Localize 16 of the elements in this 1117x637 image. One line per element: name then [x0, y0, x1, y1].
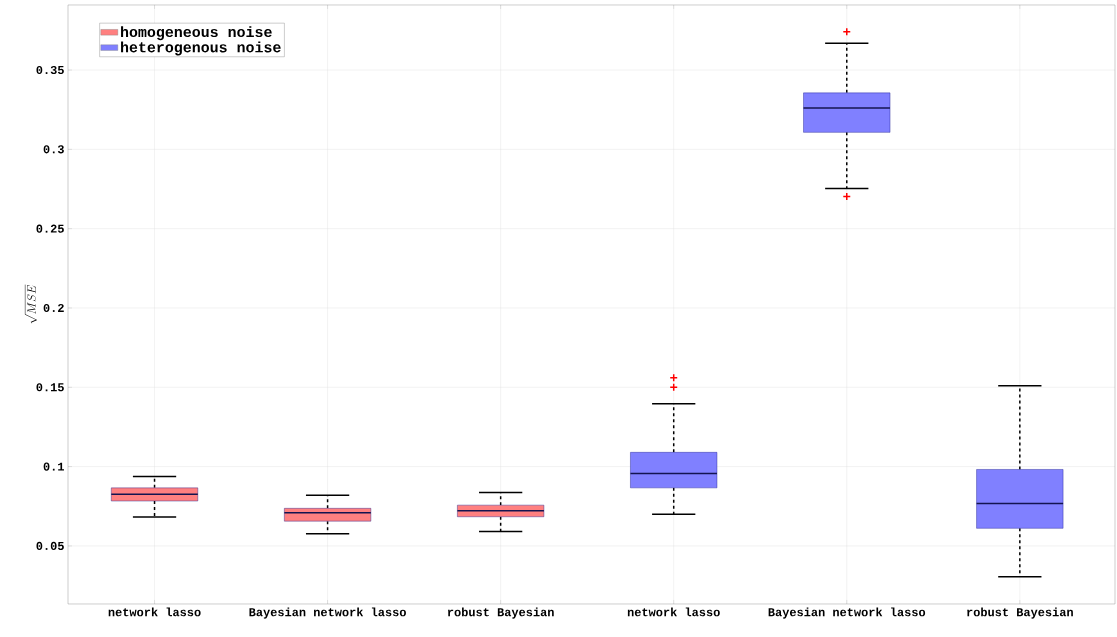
legend-label: heterogenous noise: [121, 41, 281, 56]
x-tick-label: network lasso: [108, 607, 201, 617]
y-tick-label: 0.05: [36, 541, 64, 550]
y-tick-label: 0.25: [36, 224, 64, 233]
x-tick-label: Bayesian network lasso: [768, 607, 926, 619]
legend-label: homogeneous noise: [121, 26, 272, 41]
y-tick-label: 0.1: [43, 462, 64, 471]
x-tick-label: Bayesian network lasso: [249, 607, 406, 619]
x-tick-label: network lasso: [627, 607, 720, 617]
y-tick-label: 0.35: [36, 65, 64, 75]
y-axis-title: $\sqrt{MSE}$: [24, 284, 37, 324]
y-tick-label: 0.3: [43, 145, 64, 154]
y-tick-label: 0.2: [43, 303, 64, 313]
y-tick-label: 0.15: [36, 383, 64, 392]
x-tick-label: robust Bayesian: [448, 607, 554, 619]
x-tick-label: robust Bayesian: [967, 607, 1073, 619]
